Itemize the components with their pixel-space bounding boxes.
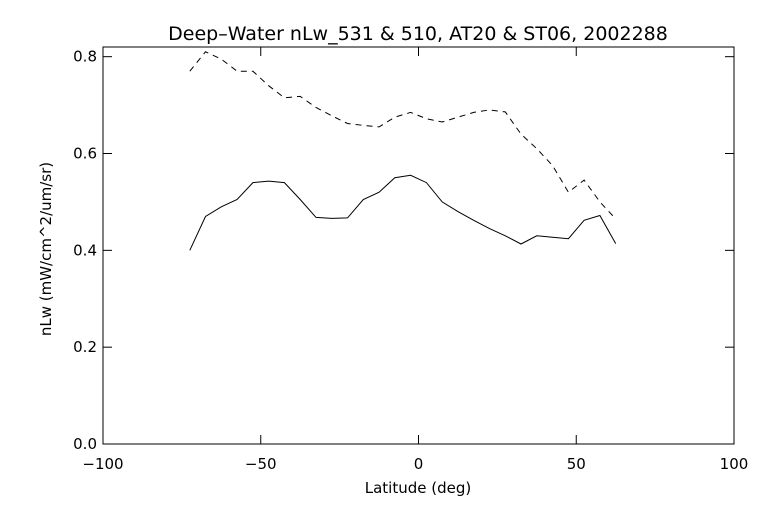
chart-title: Deep–Water nLw_531 & 510, AT20 & ST06, 2… xyxy=(168,23,668,45)
x-tick-label: 0 xyxy=(414,455,424,473)
y-axis: 0.0 0.2 0.4 0.6 0.8 xyxy=(73,48,734,453)
y-tick-label: 0.0 xyxy=(73,435,97,453)
series-line-1 xyxy=(189,174,617,251)
x-axis: −100 −50 0 50 100 xyxy=(82,47,748,473)
series-line-2 xyxy=(189,51,617,220)
plot-frame xyxy=(102,46,735,445)
x-tick-label: 50 xyxy=(567,455,586,473)
x-tick-label: −100 xyxy=(82,455,123,473)
x-axis-label: Latitude (deg) xyxy=(365,479,471,497)
x-tick-label: 100 xyxy=(720,455,749,473)
plot-border xyxy=(102,46,735,445)
y-tick-label: 0.6 xyxy=(73,145,97,163)
y-tick-label: 0.4 xyxy=(73,241,97,259)
y-tick-label: 0.8 xyxy=(73,48,97,66)
series-layer xyxy=(189,51,617,251)
y-tick-label: 0.2 xyxy=(73,338,97,356)
x-tick-label: −50 xyxy=(245,455,277,473)
y-axis-label: nLw (mW/cm^2/um/sr) xyxy=(37,162,55,336)
